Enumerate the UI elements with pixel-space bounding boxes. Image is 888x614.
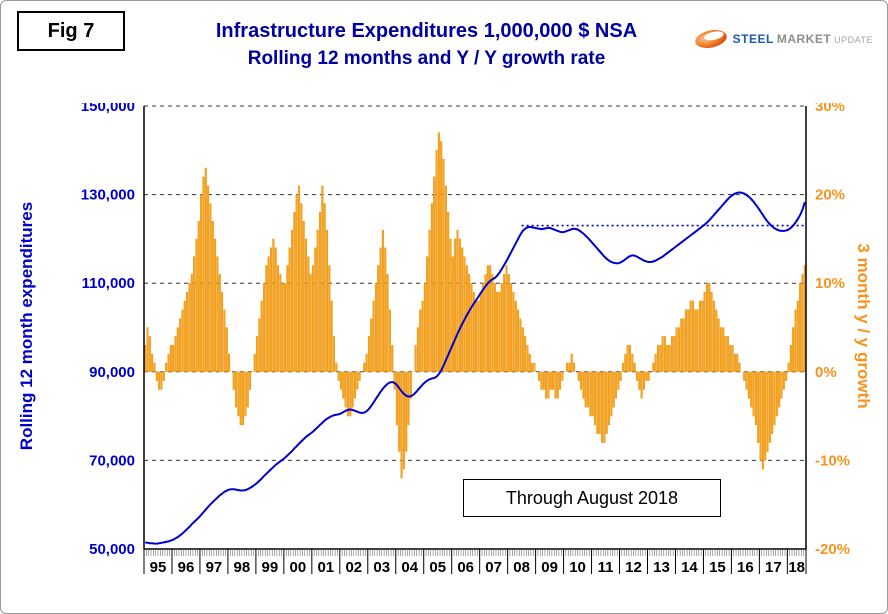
svg-text:04: 04: [401, 559, 418, 576]
title-line-2: Rolling 12 months and Y / Y growth rate: [247, 48, 606, 69]
svg-text:06: 06: [457, 559, 474, 576]
svg-text:99: 99: [262, 559, 279, 576]
svg-text:02: 02: [345, 559, 362, 576]
svg-text:12: 12: [625, 559, 642, 576]
logo-update: UPDATE: [834, 35, 873, 45]
svg-text:13: 13: [653, 559, 670, 576]
left-axis-title: Rolling 12 month expenditures: [17, 201, 36, 451]
svg-text:97: 97: [206, 559, 223, 576]
svg-text:150,000: 150,000: [81, 103, 135, 115]
svg-text:15: 15: [709, 559, 726, 576]
svg-text:05: 05: [429, 559, 446, 576]
svg-text:90,000: 90,000: [89, 364, 135, 381]
svg-text:10: 10: [569, 559, 586, 576]
svg-text:98: 98: [234, 559, 251, 576]
svg-text:110,000: 110,000: [82, 275, 135, 292]
svg-text:95: 95: [150, 559, 167, 576]
smu-logo-icon: [694, 30, 727, 48]
logo-steel: STEEL: [732, 32, 774, 46]
right-axis-title: 3 month y / y growth: [854, 243, 873, 409]
svg-text:70,000: 70,000: [89, 452, 135, 469]
svg-text:18: 18: [788, 559, 805, 576]
chart-svg: 95 96 97 98 99 00 01 02 03 04 05 06 07 08 09 10 11 12 13 14…: [81, 103, 850, 576]
logo-market: MARKET: [776, 32, 832, 46]
smu-logo: STEEL MARKET UPDATE: [693, 27, 873, 51]
svg-text:-10%: -10%: [815, 452, 850, 469]
svg-text:01: 01: [317, 559, 334, 576]
title-line-1: Infrastructure Expenditures 1,000,000 $ …: [215, 20, 638, 42]
svg-text:17: 17: [765, 559, 782, 576]
svg-text:30%: 30%: [815, 103, 845, 115]
svg-text:10%: 10%: [815, 275, 845, 292]
figure-label: Fig 7: [17, 11, 125, 51]
svg-text:130,000: 130,000: [81, 187, 135, 204]
svg-text:14: 14: [681, 559, 698, 576]
svg-text:03: 03: [373, 559, 390, 576]
svg-text:50,000: 50,000: [89, 541, 135, 558]
svg-text:96: 96: [178, 559, 195, 576]
svg-text:00: 00: [290, 559, 307, 576]
svg-text:07: 07: [485, 559, 502, 576]
svg-text:11: 11: [598, 559, 614, 576]
svg-text:-20%: -20%: [815, 541, 850, 558]
svg-text:16: 16: [737, 559, 754, 576]
annotation-box: Through August 2018: [463, 479, 721, 517]
svg-text:20%: 20%: [815, 187, 845, 204]
svg-text:08: 08: [513, 559, 530, 576]
svg-text:09: 09: [541, 559, 558, 576]
svg-text:0%: 0%: [815, 364, 837, 381]
chart-title: Infrastructure Expenditures 1,000,000 $ …: [131, 17, 722, 73]
